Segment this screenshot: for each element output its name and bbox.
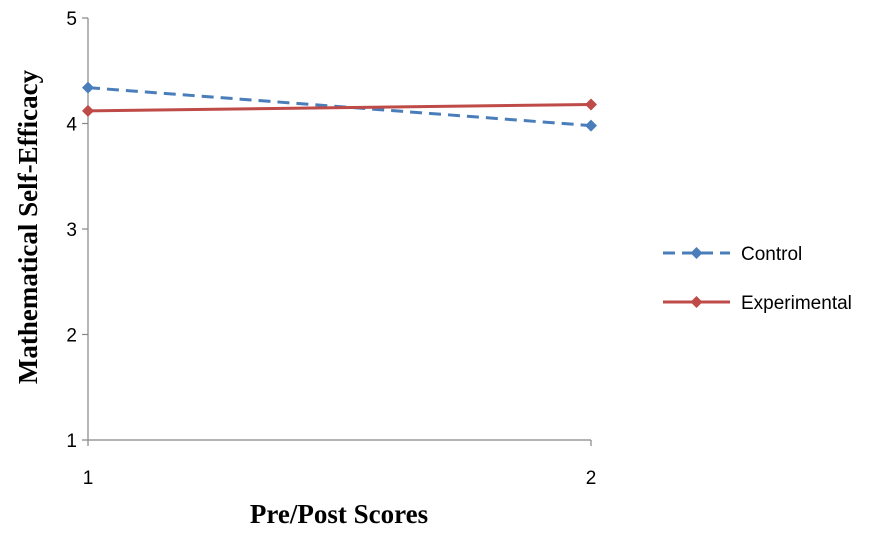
y-axis-ticks: 1 2 3 4 5 [66, 9, 88, 452]
x-tick-label: 2 [586, 468, 597, 489]
legend-marker-experimental [690, 296, 703, 308]
series-experimental [82, 98, 597, 117]
legend-marker-control [690, 247, 703, 259]
series-layer [82, 81, 597, 132]
data-point-control [585, 119, 597, 132]
data-point-experimental [585, 98, 597, 111]
y-tick-label: 3 [66, 220, 77, 241]
legend-item-control: Control [663, 244, 802, 265]
y-axis-title: Mathematical Self-Efficacy [13, 69, 43, 384]
data-point-experimental [82, 104, 94, 117]
legend-label-experimental: Experimental [741, 293, 852, 314]
legend: Control Experimental [663, 244, 852, 314]
y-tick-label: 4 [66, 115, 77, 136]
y-tick-label: 2 [66, 326, 77, 347]
y-tick-label: 1 [66, 431, 77, 452]
x-axis-title: Pre/Post Scores [250, 499, 428, 529]
legend-label-control: Control [741, 244, 802, 265]
legend-item-experimental: Experimental [663, 293, 852, 314]
y-tick-label: 5 [66, 9, 77, 30]
data-point-control [82, 81, 94, 94]
x-tick-label: 1 [83, 468, 94, 489]
series-line-experimental [87, 103, 592, 113]
